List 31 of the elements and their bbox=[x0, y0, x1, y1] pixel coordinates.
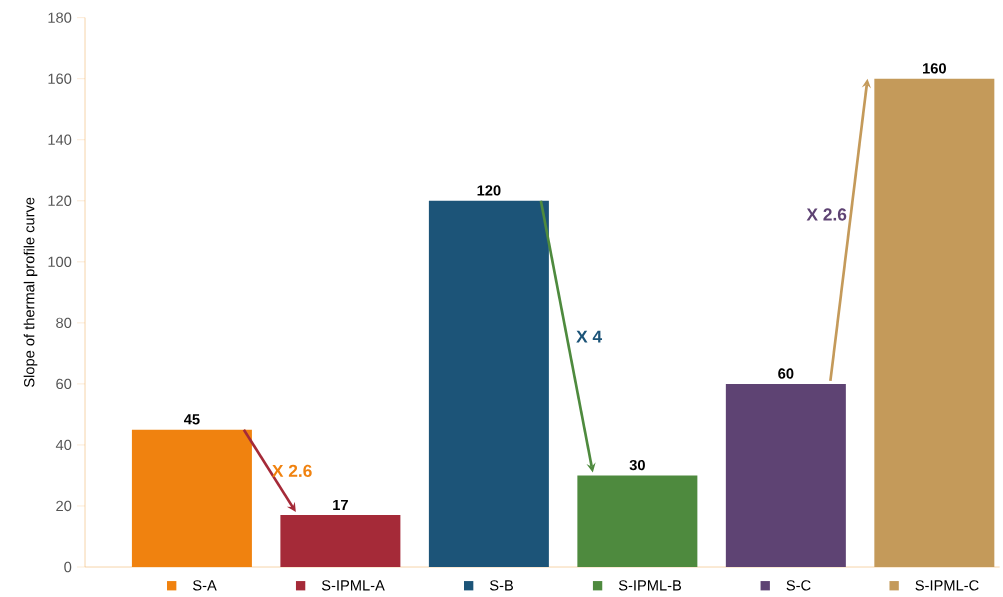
annotation: X 4 bbox=[576, 330, 603, 343]
y-tick-label: 180 bbox=[48, 12, 72, 23]
x-tick-label: S-IPML-B bbox=[618, 580, 682, 591]
x-tick-label: S-A bbox=[193, 580, 217, 591]
bar bbox=[280, 515, 401, 567]
bar bbox=[874, 78, 995, 567]
bar bbox=[428, 200, 549, 567]
y-tick-label: 40 bbox=[55, 439, 72, 451]
x-tick-label: S-C bbox=[786, 580, 811, 591]
annotation: X 2.6 bbox=[806, 208, 847, 221]
x-tick-label: S-IPML-C bbox=[915, 580, 979, 591]
data-label: 160 bbox=[923, 63, 946, 74]
annotation: X 2.6 bbox=[272, 464, 312, 477]
y-tick-label: 100 bbox=[48, 256, 72, 268]
bar bbox=[725, 383, 846, 567]
data-label: 45 bbox=[183, 414, 200, 425]
data-label: 120 bbox=[477, 185, 501, 196]
y-tick-label: 0 bbox=[64, 561, 72, 573]
bar bbox=[131, 429, 252, 567]
y-tick-label: 140 bbox=[48, 134, 72, 145]
y-tick-label: 120 bbox=[48, 195, 72, 206]
y-tick-label: 80 bbox=[56, 317, 72, 329]
data-label: 30 bbox=[629, 459, 645, 471]
data-label: 17 bbox=[333, 499, 348, 510]
x-tick-label: S-IPML-A bbox=[321, 580, 385, 591]
y-axis-title: Slope of thermal profile curve bbox=[23, 197, 38, 388]
y-tick-label: 60 bbox=[56, 378, 72, 390]
y-tick-label: 20 bbox=[56, 500, 72, 512]
x-tick-label: S-B bbox=[489, 580, 513, 591]
data-label: 60 bbox=[778, 368, 794, 379]
y-tick-label: 160 bbox=[48, 73, 72, 84]
